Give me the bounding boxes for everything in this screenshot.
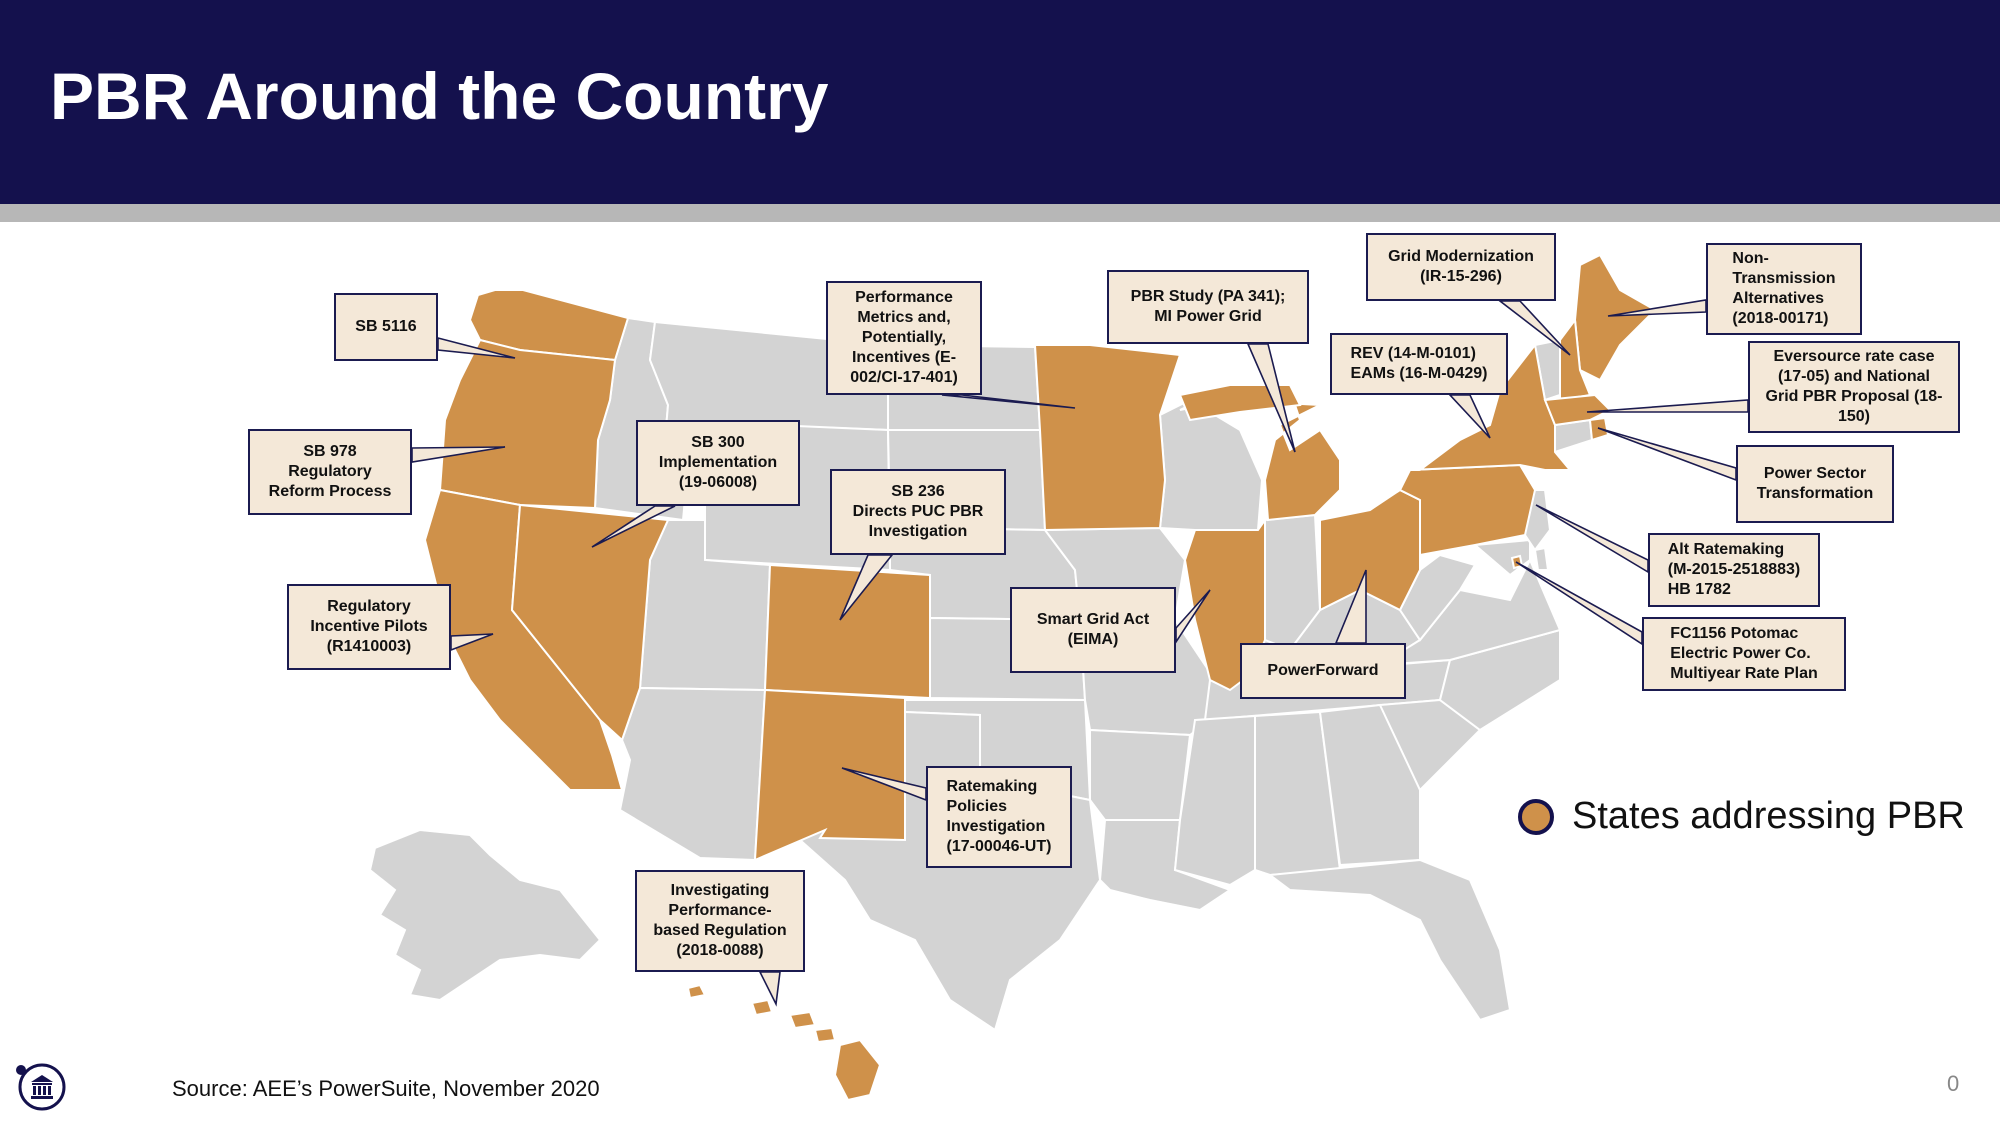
callout-hi: Investigating Performance- based Regulat… xyxy=(635,870,805,972)
callout-nm: Ratemaking Policies Investigation (17-00… xyxy=(926,766,1072,868)
state-nv xyxy=(510,503,670,742)
state-hi-5 xyxy=(833,1038,882,1102)
state-fl xyxy=(1267,858,1512,1022)
legend-label: States addressing PBR xyxy=(1572,795,1965,837)
callout-pointer-ny xyxy=(1448,394,1491,439)
callout-or: SB 978 Regulatory Reform Process xyxy=(248,429,412,515)
callout-pointer-nv xyxy=(591,505,676,548)
state-de xyxy=(1533,546,1550,571)
state-nh xyxy=(1559,317,1592,402)
state-oh xyxy=(1319,488,1421,612)
callout-dc: FC1156 Potomac Electric Power Co. Multiy… xyxy=(1642,617,1846,691)
organization-logo-icon xyxy=(16,1063,66,1111)
callout-mi: PBR Study (PA 341); MI Power Grid xyxy=(1107,270,1309,344)
header-divider xyxy=(0,204,2000,222)
state-ar xyxy=(1089,728,1192,821)
callout-nh: Grid Modernization (IR-15-296) xyxy=(1366,233,1556,301)
callout-pointer-ri xyxy=(1597,427,1737,482)
state-az xyxy=(618,686,767,862)
state-hi-3 xyxy=(788,1010,817,1030)
callout-ny: REV (14-M-0101) EAMs (16-M-0429) xyxy=(1330,333,1508,395)
state-co xyxy=(763,563,931,700)
source-note: Source: AEE’s PowerSuite, November 2020 xyxy=(172,1076,600,1101)
callout-ca: Regulatory Incentive Pilots (R1410003) xyxy=(287,584,451,670)
callout-il: Smart Grid Act (EIMA) xyxy=(1010,587,1176,673)
callout-pointer-nh xyxy=(1497,300,1571,356)
legend-swatch xyxy=(1518,798,1554,835)
state-ma xyxy=(1543,393,1612,427)
callout-mn: Performance Metrics and, Potentially, In… xyxy=(826,281,982,395)
legend: States addressing PBR xyxy=(1518,795,1965,838)
callout-pointer-mn xyxy=(941,394,1076,409)
callout-pointer-or xyxy=(411,446,506,463)
callout-nv: SB 300 Implementation (19-06008) xyxy=(636,420,800,506)
state-md xyxy=(1472,538,1531,577)
state-mn xyxy=(1033,344,1182,532)
state-ga xyxy=(1318,703,1421,867)
state-hi-1 xyxy=(686,983,707,1000)
state-nm xyxy=(753,688,906,862)
state-wi xyxy=(1158,398,1264,531)
callout-me: Non- Transmission Alternatives (2018-001… xyxy=(1706,243,1862,335)
callout-pointer-pa xyxy=(1535,504,1649,574)
slide-title: PBR Around the Country xyxy=(50,59,829,133)
callout-ma: Eversource rate case (17-05) and Nationa… xyxy=(1748,341,1960,433)
callout-pointer-ca xyxy=(450,633,494,652)
state-hi-2 xyxy=(750,998,774,1017)
callout-pointer-mi xyxy=(1246,343,1296,453)
state-hi-4 xyxy=(813,1026,837,1044)
callout-oh: PowerForward xyxy=(1240,643,1406,699)
callout-wa: SB 5116 xyxy=(334,293,438,361)
callout-pointer-co xyxy=(839,554,894,621)
callout-pointer-ma xyxy=(1586,399,1749,413)
callout-pa: Alt Ratemaking (M-2015-2518883) HB 1782 xyxy=(1648,533,1820,607)
page-number: 0 xyxy=(1947,1071,1960,1096)
state-or xyxy=(438,338,617,510)
callout-pointer-il xyxy=(1175,589,1211,645)
callout-pointer-wa xyxy=(437,336,516,359)
header-bar xyxy=(0,0,2000,204)
callout-pointer-hi xyxy=(758,971,781,1007)
callout-ri: Power Sector Transformation xyxy=(1736,445,1894,523)
state-ak xyxy=(368,828,602,1002)
state-me xyxy=(1573,253,1657,382)
callout-co: SB 236 Directs PUC PBR Investigation xyxy=(830,469,1006,555)
